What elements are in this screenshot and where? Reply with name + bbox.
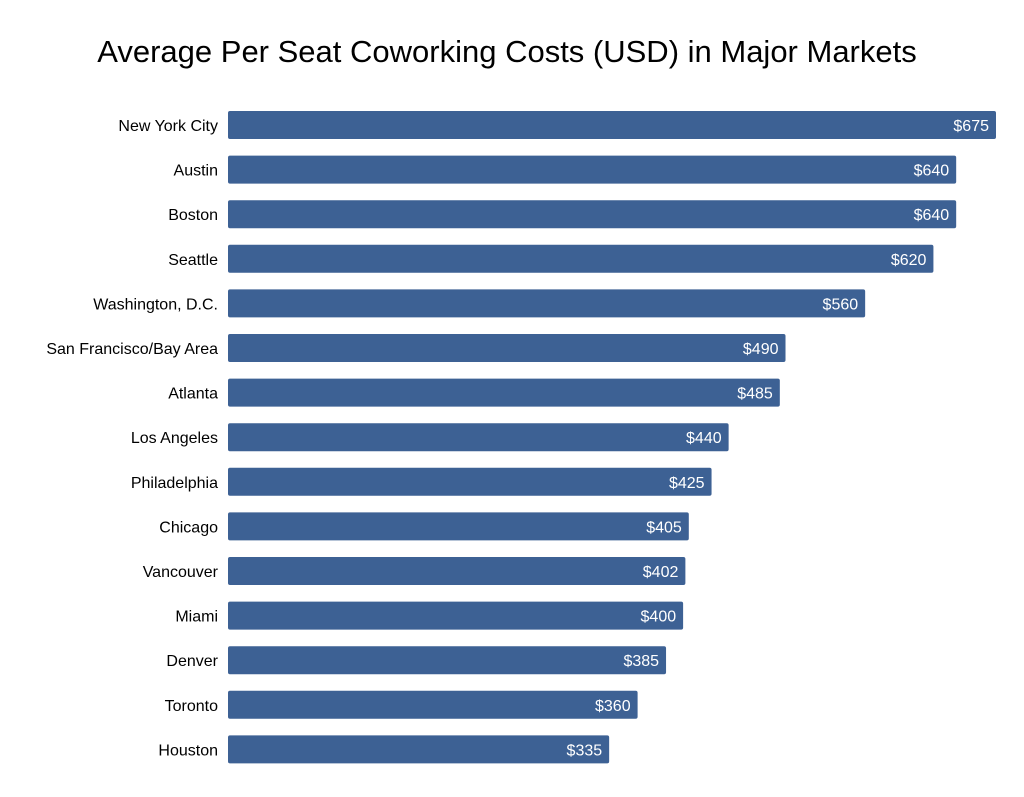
chart-title: Average Per Seat Coworking Costs (USD) i… [97,34,917,69]
bar [228,378,780,407]
value-label: $560 [823,296,859,313]
value-label: $335 [567,742,603,759]
category-label: Vancouver [143,564,219,581]
bar [228,244,934,273]
bar [228,467,712,496]
bar [228,735,610,764]
bar [228,646,667,675]
category-label: Houston [158,742,218,759]
bar [228,512,689,541]
bar [228,111,996,139]
value-label: $385 [623,653,659,670]
value-label: $402 [643,564,679,581]
value-label: $485 [737,386,773,403]
category-label: Washington, D.C. [93,296,218,313]
bar [228,155,957,184]
bar [228,334,786,362]
bar [228,200,957,229]
bar [228,601,684,630]
category-label: Los Angeles [131,430,218,447]
category-label: Seattle [168,252,218,269]
value-label: $490 [743,341,779,358]
value-label: $675 [953,118,989,135]
category-label: San Francisco/Bay Area [46,341,218,358]
category-label: Miami [175,609,218,626]
value-label: $360 [595,698,631,715]
value-label: $405 [646,519,682,536]
value-label: $620 [891,252,927,269]
value-label: $640 [914,163,950,180]
value-label: $640 [914,207,950,224]
bar [228,423,729,452]
category-label: Boston [168,207,218,224]
category-label: Atlanta [168,386,218,403]
category-label: Austin [174,163,218,180]
value-label: $440 [686,430,722,447]
category-label: Chicago [159,519,218,536]
category-label: Philadelphia [131,475,218,492]
value-label: $425 [669,475,705,492]
category-label: Denver [166,653,218,670]
value-label: $400 [641,609,677,626]
category-label: Toronto [165,698,218,715]
bar [228,690,638,719]
category-label: New York City [118,118,218,135]
bars-group: New York City $675 Austin $640 Boston $640 Sea… [46,111,996,764]
bar [228,289,866,318]
bar [228,557,686,585]
